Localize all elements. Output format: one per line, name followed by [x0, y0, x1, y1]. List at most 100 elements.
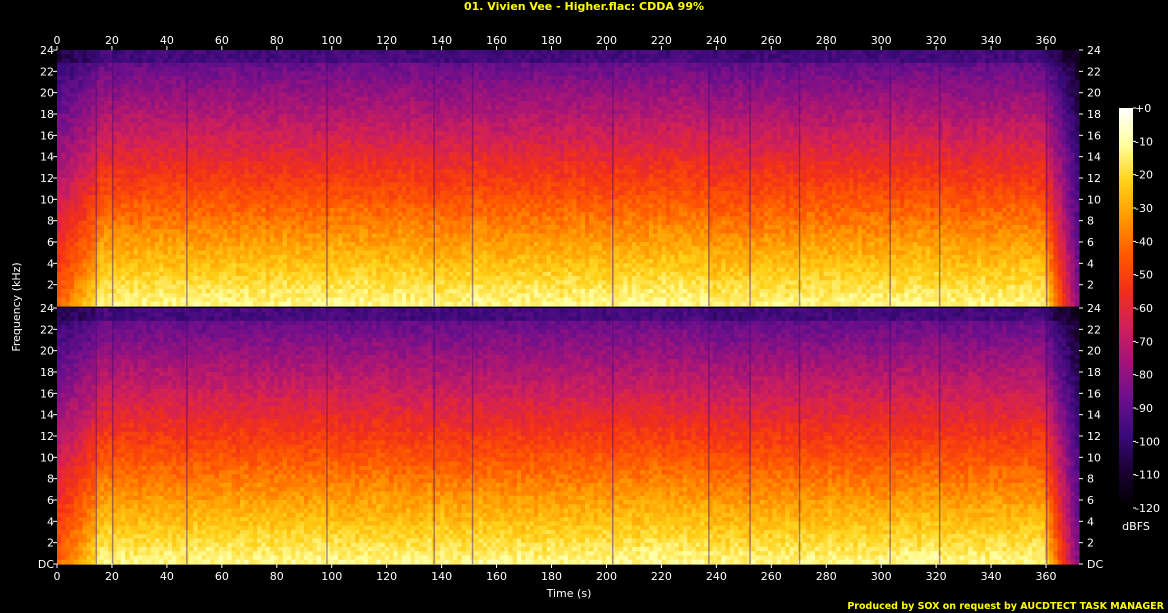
heat-cell — [330, 238, 335, 243]
heat-cell — [151, 161, 156, 166]
heat-cell — [389, 259, 394, 264]
heat-cell — [215, 216, 220, 221]
heat-cell — [168, 276, 173, 281]
heat-cell — [202, 123, 207, 128]
heat-cell — [193, 285, 198, 290]
heat-cell — [287, 144, 292, 149]
heat-cell — [342, 233, 347, 238]
heat-cell — [189, 50, 194, 55]
heat-cell — [342, 71, 347, 76]
heat-cell — [244, 216, 249, 221]
heat-cell — [121, 135, 126, 140]
heat-cell — [91, 191, 96, 196]
heat-cell — [376, 93, 381, 98]
heat-cell — [227, 195, 232, 200]
heat-cell — [244, 88, 249, 93]
heat-cell — [163, 157, 168, 162]
heat-cell — [317, 182, 322, 187]
heat-cell — [66, 225, 71, 230]
heat-cell — [219, 255, 224, 260]
heat-cell — [180, 293, 185, 298]
heat-cell — [389, 289, 394, 294]
heat-cell — [368, 123, 373, 128]
heat-cell — [393, 255, 398, 260]
heat-cell — [359, 246, 364, 251]
heat-cell — [168, 140, 173, 145]
heat-cell — [381, 195, 386, 200]
heat-cell — [236, 71, 241, 76]
heat-cell — [236, 225, 241, 230]
heat-cell — [295, 148, 300, 153]
heat-cell — [91, 84, 96, 89]
heat-cell — [198, 272, 203, 277]
heat-cell — [317, 187, 322, 192]
heat-cell — [121, 144, 126, 149]
heat-cell — [104, 76, 109, 81]
heat-cell — [129, 263, 134, 268]
heat-cell — [270, 152, 275, 157]
heat-cell — [317, 191, 322, 196]
heat-cell — [351, 93, 356, 98]
heat-cell — [347, 135, 352, 140]
heat-cell — [87, 263, 92, 268]
heat-cell — [351, 208, 356, 213]
heat-cell — [198, 229, 203, 234]
heat-cell — [78, 135, 83, 140]
heat-cell — [125, 88, 130, 93]
heat-cell — [176, 268, 181, 273]
heat-cell — [172, 63, 177, 68]
heat-cell — [168, 246, 173, 251]
heat-cell — [83, 225, 88, 230]
heat-cell — [372, 105, 377, 110]
heat-cell — [317, 276, 322, 281]
heat-cell — [91, 182, 96, 187]
heat-cell — [151, 63, 156, 68]
heat-cell — [163, 187, 168, 192]
heat-cell — [321, 259, 326, 264]
heat-cell — [257, 165, 262, 170]
heat-cell — [129, 131, 134, 136]
heat-cell — [334, 84, 339, 89]
heat-cell — [202, 187, 207, 192]
heat-cell — [232, 272, 237, 277]
heat-cell — [91, 178, 96, 183]
heat-cell — [244, 187, 249, 192]
heat-cell — [180, 157, 185, 162]
heat-cell — [189, 216, 194, 221]
heat-cell — [257, 161, 262, 166]
heat-cell — [57, 63, 62, 68]
heat-cell — [376, 148, 381, 153]
heat-cell — [163, 263, 168, 268]
heat-cell — [159, 50, 164, 55]
heat-cell — [376, 233, 381, 238]
heat-cell — [300, 123, 305, 128]
heat-cell — [172, 169, 177, 174]
heat-cell — [125, 233, 130, 238]
heat-cell — [372, 101, 377, 106]
heat-cell — [83, 182, 88, 187]
heat-cell — [317, 101, 322, 106]
heat-cell — [385, 238, 390, 243]
heat-cell — [163, 255, 168, 260]
heat-cell — [232, 233, 237, 238]
heat-cell — [355, 229, 360, 234]
heat-cell — [317, 50, 322, 55]
heat-cell — [232, 221, 237, 226]
heat-cell — [338, 161, 343, 166]
heat-cell — [57, 144, 62, 149]
heat-cell — [236, 195, 241, 200]
heat-cell — [274, 191, 279, 196]
heat-cell — [261, 135, 266, 140]
heat-cell — [317, 280, 322, 285]
heat-cell — [295, 97, 300, 102]
heat-cell — [253, 255, 258, 260]
heat-cell — [223, 84, 228, 89]
heat-cell — [393, 242, 398, 247]
heat-cell — [376, 59, 381, 64]
heat-cell — [100, 276, 105, 281]
heat-cell — [83, 165, 88, 170]
heat-cell — [193, 242, 198, 247]
heat-cell — [206, 272, 211, 277]
heat-cell — [406, 152, 411, 157]
heat-cell — [155, 297, 160, 302]
